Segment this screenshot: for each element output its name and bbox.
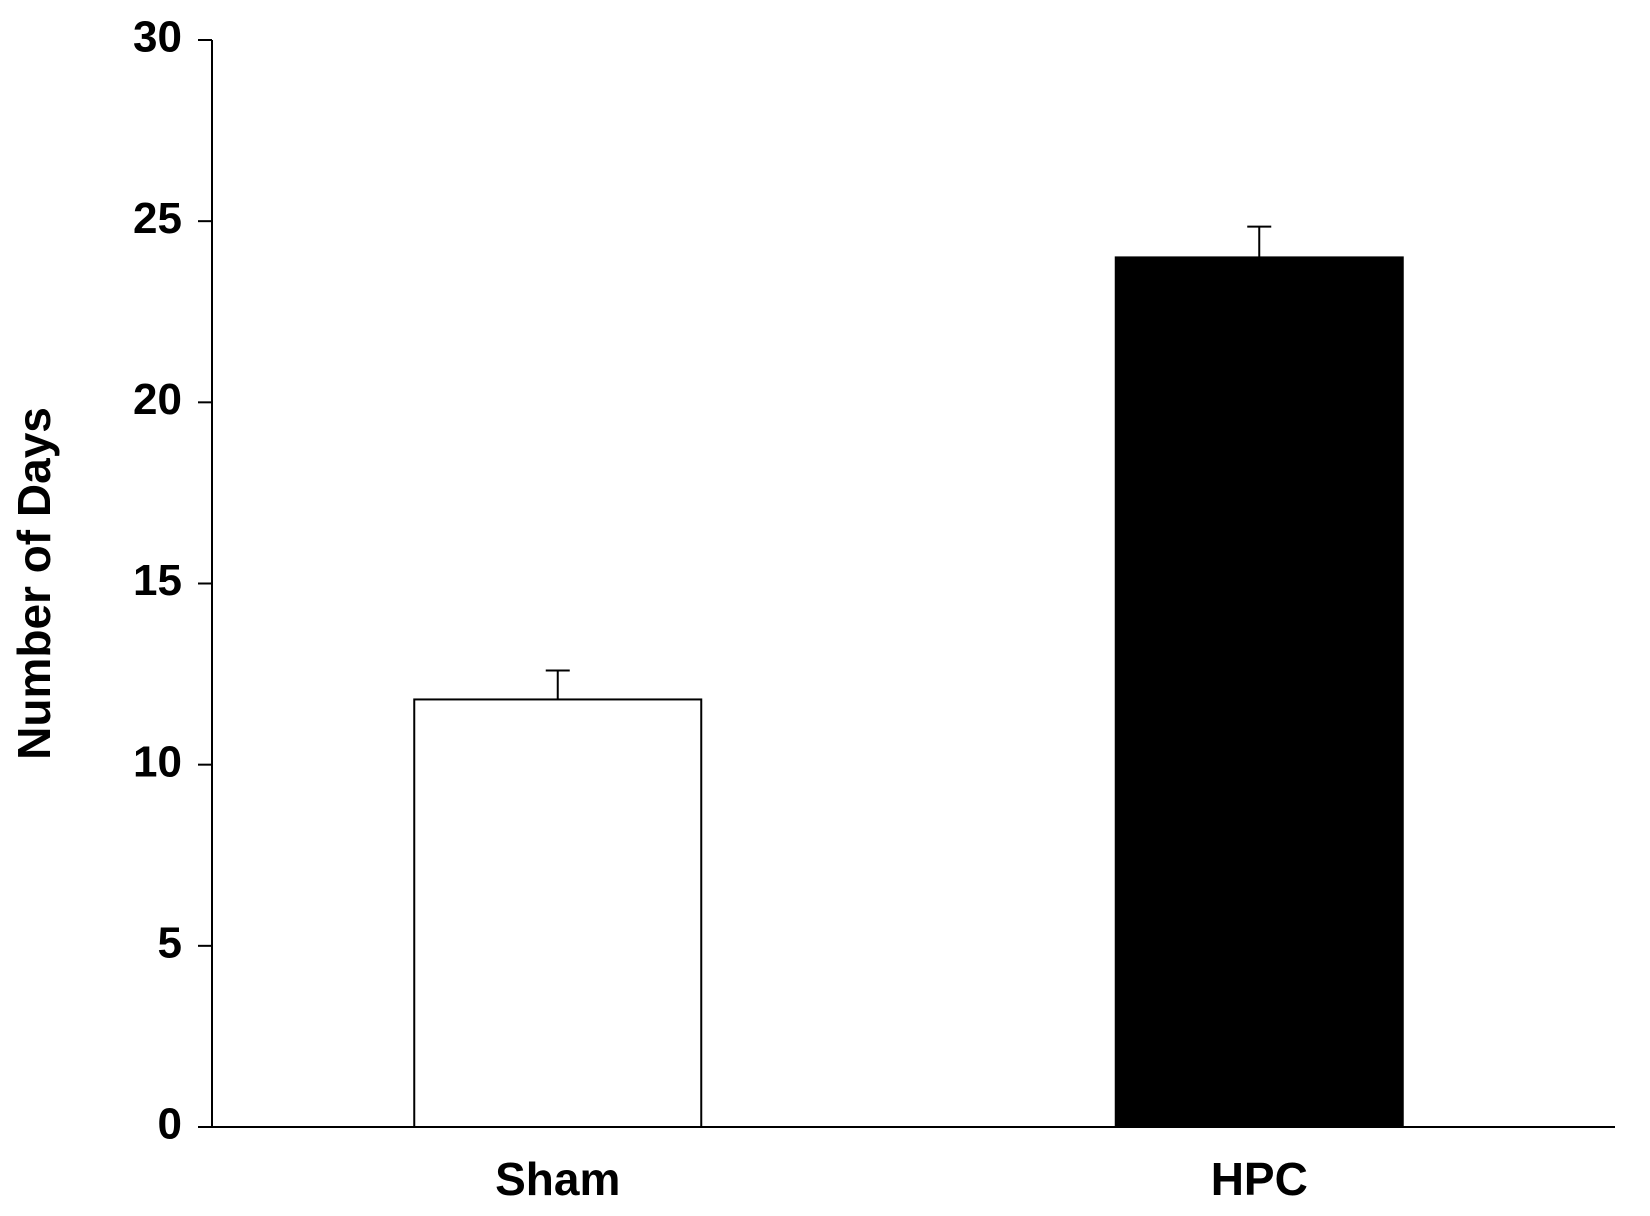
y-axis-ticks: 0 5 10 15 20 25 30 [133, 13, 212, 1149]
category-labels: Sham HPC [495, 1153, 1308, 1205]
y-axis-title-group: Number of Days [8, 407, 60, 760]
y-tick-label: 30 [133, 13, 182, 62]
y-tick-label: 25 [133, 194, 182, 243]
y-tick-label: 15 [133, 556, 182, 605]
error-bars [545, 225, 1272, 700]
y-axis-title: Number of Days [8, 407, 60, 760]
y-tick-label: 0 [158, 1100, 182, 1149]
y-tick-label: 10 [133, 737, 182, 786]
x-tick-label: HPC [1211, 1153, 1308, 1205]
y-tick-label: 20 [133, 375, 182, 424]
x-tick-label: Sham [495, 1153, 620, 1205]
y-tick-label: 5 [158, 918, 182, 967]
bar-sham [413, 698, 703, 1128]
bars [413, 256, 1404, 1128]
bar-hpc [1114, 256, 1404, 1128]
